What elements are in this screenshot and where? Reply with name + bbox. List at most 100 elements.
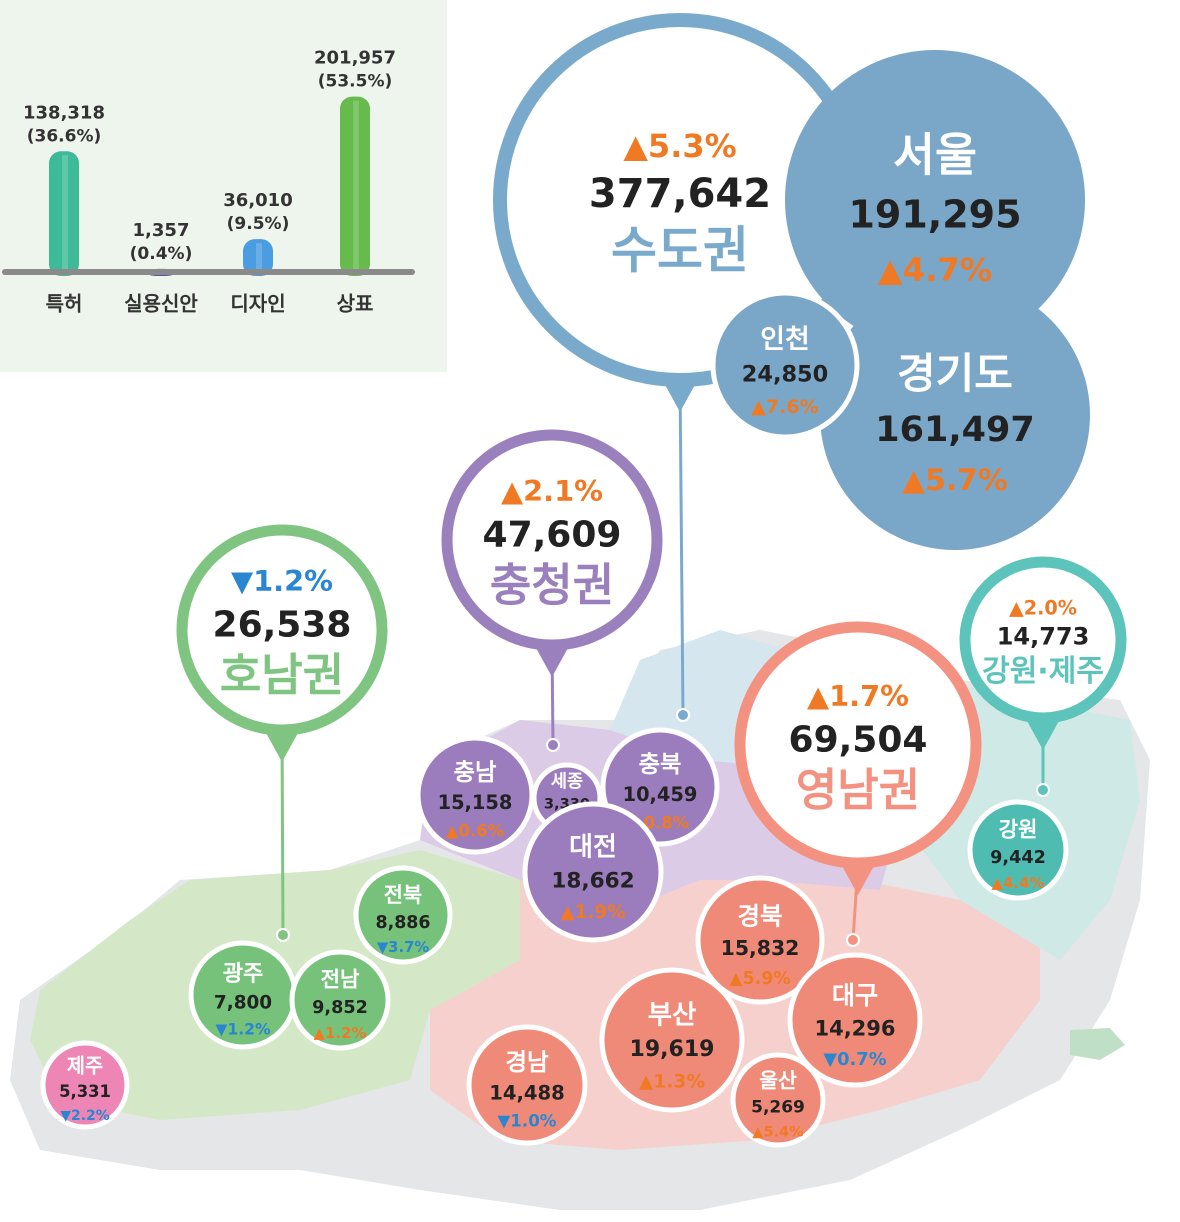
subregion-value: 9,442 bbox=[990, 848, 1046, 868]
region-change: ▲2.0% bbox=[1009, 596, 1077, 619]
subregion-value: 161,497 bbox=[875, 410, 1034, 450]
subregion-bubble bbox=[730, 1052, 826, 1148]
subregion-change: ▲5.4% bbox=[752, 1124, 803, 1140]
subregion-bubble bbox=[599, 967, 745, 1113]
subregion-change: ▲1.2% bbox=[314, 1024, 367, 1042]
x-tick-label: 디자인 bbox=[230, 292, 285, 316]
subregion-bubble bbox=[967, 799, 1069, 901]
subregion-value: 14,488 bbox=[489, 1081, 565, 1104]
subregion-value: 8,886 bbox=[375, 913, 430, 933]
patent-panel: 138,318 (36.6%) 특허 1,357 (0.4%) 실용신안 36,010 (9.… bbox=[0, 0, 447, 372]
subregion-bubble bbox=[353, 865, 453, 965]
bar bbox=[49, 151, 79, 276]
subregion-bubble bbox=[787, 952, 923, 1088]
subregion-name: 세종 bbox=[551, 772, 583, 792]
subregion-change: ▲1.9% bbox=[560, 902, 625, 923]
subregion-name: 경기도 bbox=[897, 349, 1013, 398]
subregion-bubble bbox=[466, 1024, 588, 1146]
subregion-name: 대전 bbox=[569, 833, 617, 863]
subregion-value: 5,269 bbox=[751, 1098, 805, 1118]
subregion-value: 24,850 bbox=[742, 362, 828, 388]
share-label: (0.4%) bbox=[130, 244, 193, 264]
value-label: 36,010 bbox=[223, 190, 292, 211]
region-callout bbox=[176, 524, 388, 736]
subregion-change: ▼3.7% bbox=[377, 939, 430, 956]
subregion-bubble bbox=[40, 1040, 130, 1130]
region-callout bbox=[959, 556, 1127, 724]
subregion-name: 부산 bbox=[648, 999, 697, 1030]
subregion-change: ▲5.7% bbox=[902, 463, 1007, 498]
subregion-change: ▼1.2% bbox=[215, 1019, 271, 1038]
share-label: (36.6%) bbox=[27, 126, 102, 146]
subregion-name: 울산 bbox=[759, 1068, 797, 1092]
bar bbox=[243, 239, 273, 276]
region-name: 충청권 bbox=[490, 559, 614, 612]
subregion-change: ▲0.6% bbox=[446, 821, 504, 840]
subregion-name: 광주 bbox=[223, 962, 264, 987]
region-name: 수도권 bbox=[611, 222, 749, 280]
region-change: ▲5.3% bbox=[623, 127, 736, 165]
region-value: 69,504 bbox=[789, 719, 928, 760]
pointer-line bbox=[678, 379, 685, 716]
value-label: 201,957 bbox=[314, 48, 396, 69]
subregion-bubble bbox=[820, 280, 1090, 550]
region-change: ▲2.1% bbox=[501, 474, 603, 508]
subregion-change: ▲4.4% bbox=[992, 874, 1045, 892]
subregion-name: 경남 bbox=[505, 1048, 549, 1076]
region-change: ▲1.7% bbox=[807, 679, 909, 713]
region-name: 강원·제주 bbox=[982, 654, 1104, 689]
region-name: 영남권 bbox=[796, 764, 920, 817]
subregion-value: 191,295 bbox=[848, 193, 1021, 237]
subregion-name: 대구 bbox=[832, 981, 878, 1010]
bar-highlight bbox=[62, 155, 68, 270]
pointer-dot bbox=[276, 928, 290, 942]
subregion-name: 충남 bbox=[454, 759, 497, 786]
value-label: 1,357 bbox=[133, 220, 190, 241]
bar bbox=[340, 96, 370, 277]
bar-highlight bbox=[353, 100, 359, 271]
subregion-value: 18,662 bbox=[551, 869, 634, 894]
subregion-change: ▲5.9% bbox=[729, 969, 790, 989]
subregion-value: 9,852 bbox=[312, 998, 368, 1018]
region-value: 47,609 bbox=[483, 514, 622, 555]
subregion-value: 15,158 bbox=[438, 791, 513, 814]
subregion-value: 7,800 bbox=[214, 992, 272, 1013]
subregion-bubble bbox=[289, 949, 391, 1051]
x-tick-label: 특허 bbox=[46, 292, 83, 316]
subregion-name: 강원 bbox=[999, 817, 1038, 842]
region-value: 26,538 bbox=[213, 604, 352, 645]
pointer-dot bbox=[676, 708, 690, 722]
subregion-value: 10,459 bbox=[623, 783, 698, 806]
subregion-value: 19,619 bbox=[630, 1037, 715, 1062]
subregion-bubble bbox=[710, 290, 860, 440]
subregion-name: 제주 bbox=[67, 1054, 103, 1077]
subregion-name: 전북 bbox=[384, 883, 422, 907]
share-label: (9.5%) bbox=[227, 214, 290, 234]
subregion-bubble bbox=[522, 801, 664, 943]
value-label: 138,318 bbox=[23, 102, 105, 123]
subregion-value: 15,832 bbox=[721, 936, 800, 960]
region-value: 377,642 bbox=[589, 171, 771, 217]
subregion-name: 경북 bbox=[737, 902, 782, 931]
subregion-bubble bbox=[695, 875, 825, 1005]
subregion-change: ▲1.3% bbox=[639, 1071, 705, 1092]
pointer-dot bbox=[546, 738, 560, 752]
subregion-bubbles: 서울191,295▲4.7%경기도161,497▲5.7%인천24,850▲7.… bbox=[40, 50, 1090, 1148]
region-name: 호남권 bbox=[220, 649, 344, 702]
x-tick-label: 상표 bbox=[337, 292, 374, 316]
subregion-value: 14,296 bbox=[814, 1016, 895, 1040]
region-value: 14,773 bbox=[997, 623, 1090, 651]
bar-highlight bbox=[256, 243, 262, 270]
region-callout bbox=[734, 621, 982, 869]
subregion-change: ▲7.6% bbox=[751, 396, 818, 418]
region-change: ▼1.2% bbox=[231, 564, 333, 598]
region-callout bbox=[441, 429, 663, 651]
share-label: (53.5%) bbox=[318, 72, 393, 92]
subregion-change: ▼1.0% bbox=[497, 1112, 556, 1131]
subregion-change: ▼2.2% bbox=[60, 1108, 109, 1124]
subregion-name: 서울 bbox=[893, 129, 977, 182]
subregion-name: 인천 bbox=[760, 324, 809, 355]
pointer-dot bbox=[1036, 783, 1050, 797]
x-tick-label: 실용신안 bbox=[124, 292, 198, 316]
